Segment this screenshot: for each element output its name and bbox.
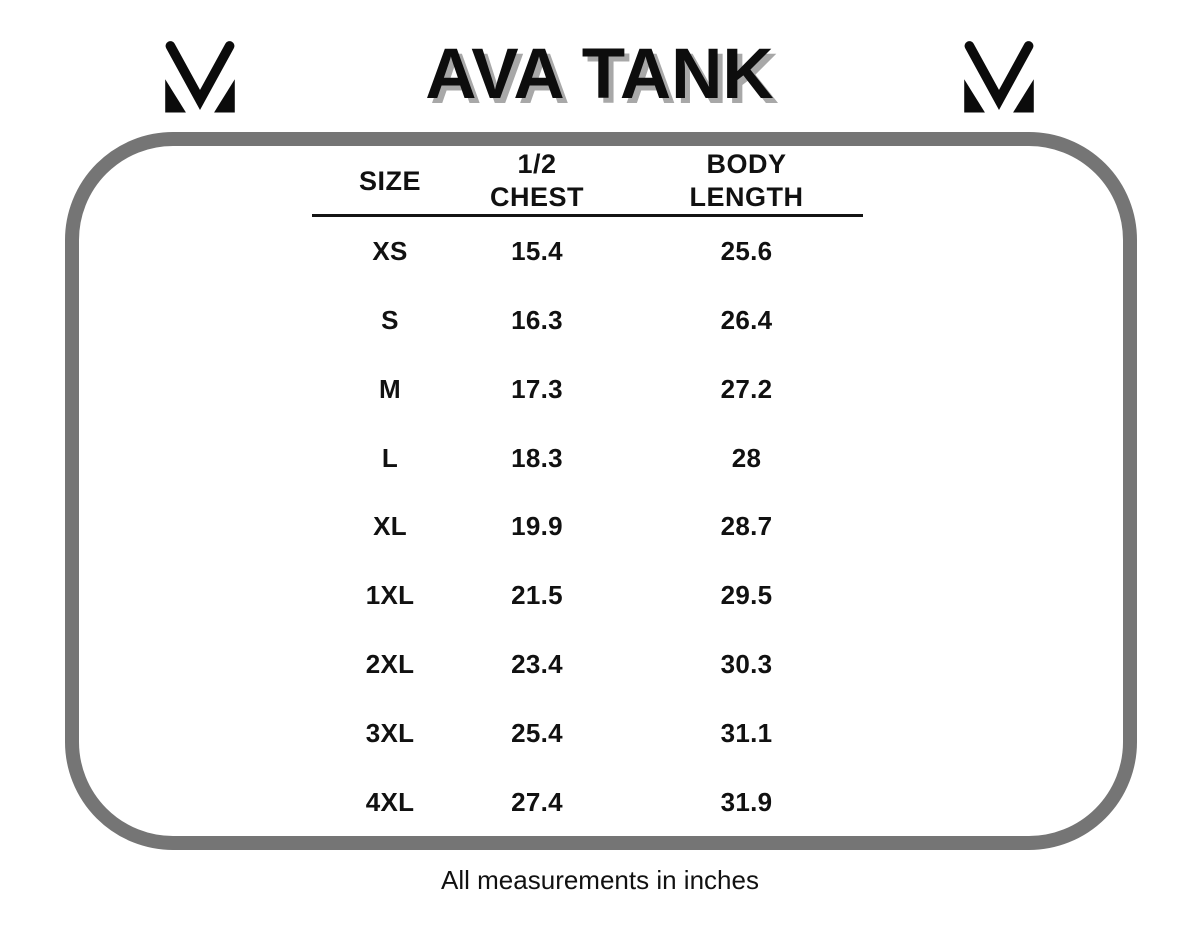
cell-half-chest: 19.9 [511,511,563,542]
mv-monogram-icon [165,41,235,113]
cell-size: 2XL [365,649,415,680]
table-row: M 17.3 27.2 [312,355,863,424]
cell-size: 1XL [365,580,415,611]
cell-half-chest: 18.3 [511,442,563,473]
cell-size: S [381,304,399,335]
cell-body-length: 28 [731,442,762,473]
column-header-body-length: BODY LENGTH [689,149,804,212]
cell-half-chest: 21.5 [511,580,563,611]
column-header-size: SIZE [358,165,421,196]
cell-half-chest: 23.4 [511,649,563,680]
cell-size: M [379,373,401,404]
chart-panel [65,132,1137,850]
table-row: L 18.3 28 [312,424,863,493]
cell-body-length: 26.4 [720,304,773,335]
cell-body-length: 27.2 [720,373,773,404]
table-header-row: SIZE 1/2 CHEST BODY LENGTH [312,148,863,214]
cell-size: XL [373,511,407,542]
size-table-body: XS 15.4 25.6 S 16.3 26.4 M 17.3 27.2 L 1… [312,217,863,837]
cell-half-chest: 15.4 [511,235,563,266]
cell-size: 3XL [365,718,415,749]
mv-monogram-icon [964,41,1034,113]
page-title: AVA TANK [425,34,774,114]
cell-body-length: 29.5 [720,580,773,611]
cell-size: XS [372,235,408,266]
cell-size: 4XL [365,787,415,818]
table-row: 1XL 21.5 29.5 [312,561,863,630]
table-row: 4XL 27.4 31.9 [312,768,863,837]
cell-size: L [381,442,399,473]
table-row: XL 19.9 28.7 [312,493,863,562]
cell-body-length: 30.3 [720,649,773,680]
cell-half-chest: 25.4 [511,718,563,749]
table-row: XS 15.4 25.6 [312,217,863,286]
brand-header: AVA TANK [0,0,1200,128]
cell-half-chest: 17.3 [511,373,563,404]
footer-note: All measurements in inches [441,865,759,895]
cell-body-length: 31.9 [720,787,773,818]
cell-half-chest: 16.3 [511,304,563,335]
cell-body-length: 31.1 [720,718,773,749]
table-row: 2XL 23.4 30.3 [312,630,863,699]
column-header-half-chest: 1/2 CHEST [489,149,584,212]
header-underline [312,214,863,217]
cell-half-chest: 27.4 [511,787,563,818]
table-row: 3XL 25.4 31.1 [312,699,863,768]
cell-body-length: 28.7 [720,511,773,542]
table-row: S 16.3 26.4 [312,286,863,355]
cell-body-length: 25.6 [720,235,773,266]
